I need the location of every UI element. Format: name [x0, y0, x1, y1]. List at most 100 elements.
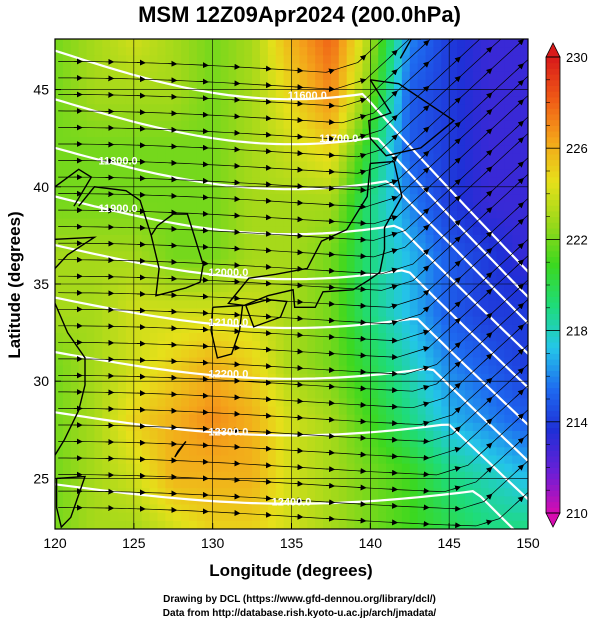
heat-cell [110, 455, 119, 465]
heat-cell [275, 480, 285, 489]
heat-cell [354, 210, 364, 220]
heat-cell [441, 324, 450, 334]
heat-cell [283, 316, 293, 326]
heat-cell [173, 382, 182, 391]
heat-cell [70, 186, 80, 195]
heat-cell [315, 235, 324, 244]
heat-cell [354, 79, 364, 89]
colorbar-segment [546, 68, 560, 75]
heat-cell [275, 120, 285, 130]
heat-cell [78, 145, 88, 154]
heat-cell [307, 88, 316, 97]
heat-cell [496, 390, 505, 399]
heat-cell [338, 235, 348, 244]
heat-cell [362, 169, 371, 179]
heat-cell [212, 79, 222, 89]
heat-cell [291, 259, 300, 269]
heat-cell [118, 308, 127, 318]
heat-cell [323, 169, 332, 179]
colorbar-segment [546, 484, 560, 491]
heat-cell [378, 349, 387, 359]
y-tick-label: 40 [33, 179, 49, 195]
heat-cell [504, 71, 513, 81]
heat-cell [299, 300, 308, 310]
heat-cell [118, 284, 127, 293]
heat-cell [449, 63, 458, 73]
heat-cell [346, 243, 356, 252]
heat-cell [102, 71, 111, 81]
heat-cell [55, 243, 64, 252]
heat-cell [212, 161, 222, 171]
heat-cell [196, 341, 206, 350]
heat-cell [252, 186, 261, 195]
heat-cell [259, 324, 269, 334]
heat-cell [401, 455, 411, 465]
heat-cell [220, 447, 230, 457]
heat-cell [425, 243, 434, 252]
heat-cell [173, 471, 182, 481]
heat-cell [102, 275, 111, 285]
heat-cell [252, 145, 261, 154]
heat-cell [378, 414, 387, 424]
heat-cell [520, 414, 528, 424]
heat-cell [212, 55, 222, 65]
heat-cell [409, 218, 419, 228]
heat-cell [504, 373, 513, 383]
heat-cell [338, 324, 348, 334]
heat-cell [110, 63, 119, 73]
heat-cell [354, 512, 364, 522]
heat-cell [228, 202, 237, 212]
colorbar-segment [546, 336, 560, 343]
heat-cell [181, 308, 190, 318]
heat-cell [488, 169, 498, 179]
heat-cell [472, 284, 482, 293]
wind-arrow [420, 208, 430, 217]
heat-cell [370, 406, 379, 416]
wind-arrow [326, 68, 336, 75]
heat-cell [386, 480, 395, 489]
heat-cell [86, 161, 96, 171]
heat-cell [457, 39, 466, 48]
heat-cell [283, 414, 293, 424]
heat-cell [307, 96, 316, 105]
heat-cell [149, 480, 159, 489]
heat-cell [133, 512, 143, 522]
heat-cell [433, 300, 442, 310]
heat-cell [330, 251, 340, 261]
heat-cell [386, 47, 395, 56]
heat-cell [504, 218, 513, 228]
heat-cell [212, 104, 222, 114]
heat-cell [149, 316, 159, 326]
heat-cell [291, 177, 300, 187]
heat-cell [62, 447, 72, 457]
heat-cell [102, 186, 111, 195]
heat-cell [149, 235, 159, 244]
heat-cell [417, 186, 427, 195]
heat-cell [378, 520, 387, 529]
heat-cell [196, 55, 206, 65]
heat-cell [252, 79, 261, 89]
heat-cell [464, 153, 474, 163]
heat-cell [401, 292, 411, 301]
colorbar-segment [546, 273, 560, 280]
heat-cell [464, 422, 474, 432]
heat-cell [425, 414, 434, 424]
heat-cell [378, 324, 387, 334]
heat-cell [330, 259, 340, 269]
heat-cell [275, 390, 285, 399]
heat-cell [204, 112, 214, 122]
heat-cell [212, 365, 222, 375]
heat-cell [125, 292, 135, 301]
heat-cell [196, 39, 206, 48]
heat-cell [393, 39, 403, 48]
heat-cell [86, 455, 96, 465]
heat-cell [441, 161, 450, 171]
heat-cell [267, 480, 277, 489]
heat-cell [378, 275, 387, 285]
heat-cell [338, 512, 348, 522]
heat-cell [330, 382, 340, 391]
heat-cell [204, 414, 214, 424]
heat-cell [259, 120, 269, 130]
heat-cell [386, 463, 395, 473]
heat-cell [236, 267, 245, 277]
